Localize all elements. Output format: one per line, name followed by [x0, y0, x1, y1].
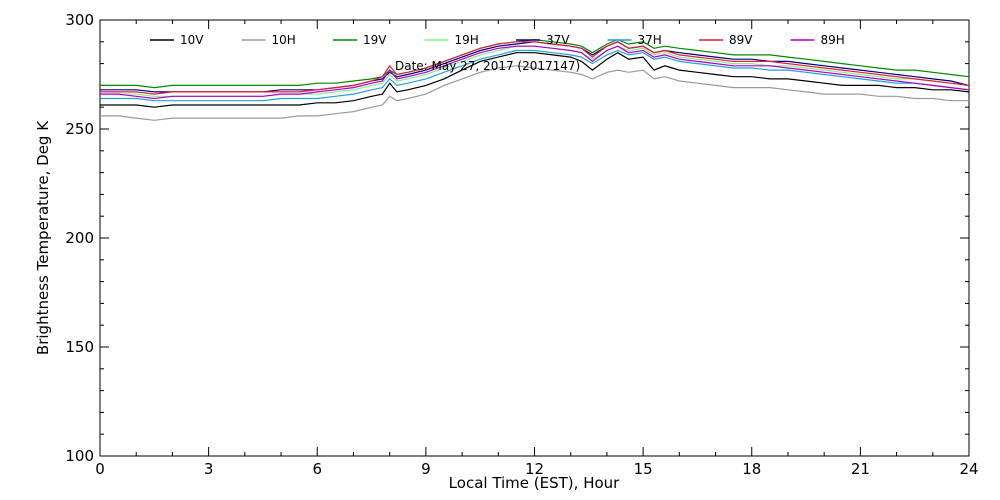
legend-label-19h: 19H — [455, 33, 479, 47]
legend-label-10v: 10V — [180, 33, 204, 47]
x-axis-ticks: 0 3 6 9 12 15 18 21 24 — [95, 20, 979, 478]
x-tick-label: 9 — [421, 460, 431, 478]
y-tick-label: 250 — [65, 120, 94, 138]
date-annotation: Date: May 27, 2017 (2017147) — [395, 59, 580, 73]
y-axis-ticks: 100 150 200 250 300 — [65, 11, 969, 465]
y-tick-label: 200 — [65, 229, 94, 247]
series-line-89h — [100, 45, 970, 100]
x-tick-label: 3 — [204, 460, 214, 478]
y-axis-label: Brightness Temperature, Deg K — [34, 120, 52, 355]
legend-label-10h: 10H — [272, 33, 296, 47]
legend-label-37h: 37H — [638, 33, 662, 47]
y-tick-label: 100 — [65, 447, 94, 465]
legend-label-89v: 89V — [729, 33, 753, 47]
x-tick-label: 24 — [959, 460, 978, 478]
series-line-10v — [100, 52, 970, 108]
x-tick-label: 12 — [525, 460, 544, 478]
legend-label-89h: 89H — [821, 33, 845, 47]
series-line-37h — [100, 49, 970, 102]
series-lines — [100, 38, 970, 121]
x-tick-label: 0 — [95, 460, 105, 478]
y-tick-label: 150 — [65, 338, 94, 356]
legend: 10V 10H 19V 19H 37V 37H 89V 89H — [150, 33, 845, 47]
series-line-89v — [100, 41, 970, 95]
x-tick-label: 18 — [742, 460, 761, 478]
x-axis-label: Local Time (EST), Hour — [449, 474, 620, 492]
y-tick-label: 300 — [65, 11, 94, 29]
x-tick-label: 6 — [312, 460, 322, 478]
x-tick-label: 21 — [851, 460, 870, 478]
series-line-19v — [100, 38, 970, 89]
legend-label-37v: 37V — [546, 33, 570, 47]
legend-label-19v: 19V — [363, 33, 387, 47]
series-line-10h — [100, 65, 969, 121]
x-tick-label: 15 — [634, 460, 653, 478]
